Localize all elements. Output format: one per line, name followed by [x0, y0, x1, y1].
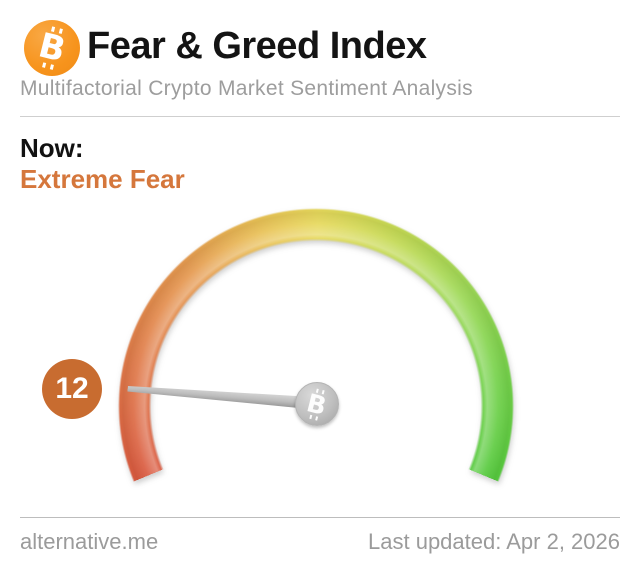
site-name: alternative.me	[20, 529, 159, 554]
bitcoin-glyph: B	[304, 387, 330, 421]
gauge-value: 12	[55, 372, 89, 405]
header-divider	[20, 116, 620, 117]
now-label: Now:	[20, 133, 84, 163]
page-subtitle: Multifactorial Crypto Market Sentiment A…	[20, 77, 473, 100]
page-title: Fear & Greed Index	[87, 25, 427, 67]
gauge-value-badge: 12	[42, 359, 102, 419]
sentiment-value: Extreme Fear	[20, 164, 185, 194]
gauge-hub-bitcoin-icon: B	[295, 382, 339, 426]
last-updated: Last updated: Apr 2, 2026	[368, 529, 620, 554]
bitcoin-glyph: B	[34, 25, 70, 71]
footer-divider	[20, 517, 620, 518]
bitcoin-logo-icon: B	[24, 20, 80, 76]
